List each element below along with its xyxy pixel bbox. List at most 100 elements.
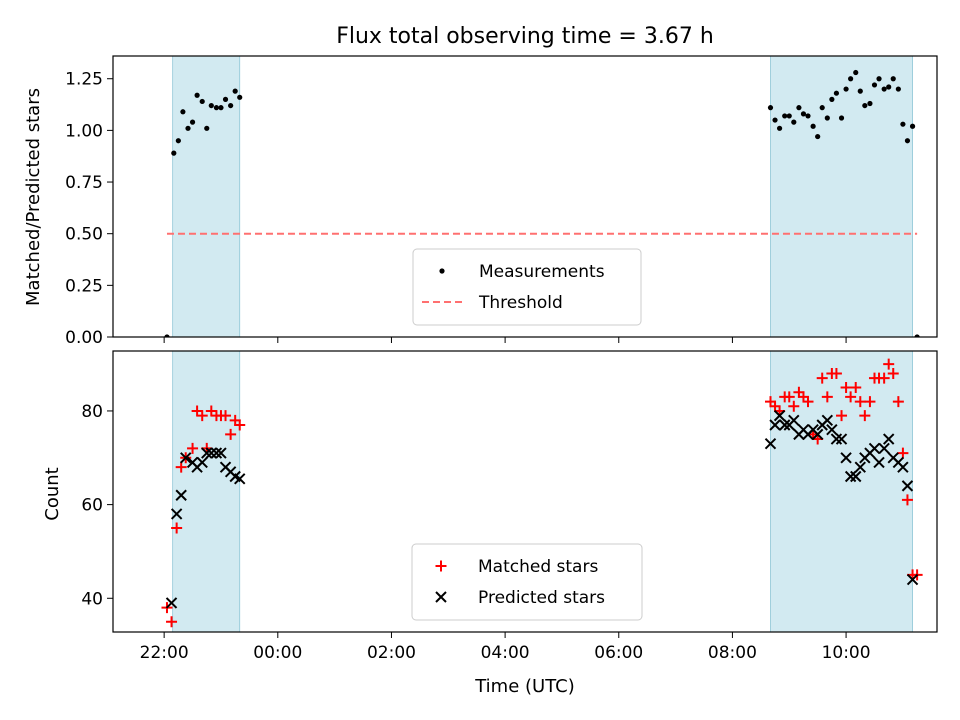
measurements-point — [829, 96, 835, 102]
matched-stars-point — [788, 400, 800, 412]
legend: Matched stars Predicted stars — [411, 543, 643, 621]
y-tick-label: 60 — [81, 496, 103, 516]
matched-stars-point — [821, 391, 833, 403]
measurements-point — [805, 113, 811, 119]
matched-stars-point — [864, 396, 876, 408]
axes-frame — [112, 55, 938, 338]
measurements-point — [838, 115, 845, 121]
observing-window-1 — [172, 350, 241, 633]
predicted-stars-point — [844, 470, 857, 483]
measurements-point — [776, 125, 783, 131]
measurements-point — [881, 86, 887, 92]
matched-stars-point — [196, 410, 208, 422]
predicted-stars-point — [788, 414, 800, 427]
matched-stars-point — [859, 410, 871, 422]
measurements-point — [867, 100, 873, 107]
predicted-stars-point — [196, 456, 208, 469]
matched-stars-point — [897, 447, 909, 459]
matched-stars-point — [845, 391, 857, 403]
measurements-point — [848, 76, 854, 82]
data-points — [164, 69, 920, 337]
predicted-stars-point — [850, 470, 862, 483]
matched-stars-point — [830, 367, 842, 379]
measurements-point — [871, 82, 878, 88]
matched-stars-point — [225, 428, 237, 440]
y-tick-label: 0.25 — [65, 276, 103, 296]
x-tick-label: 06:00 — [594, 643, 643, 663]
y-tick-label: 80 — [81, 402, 103, 422]
matched-stars-point — [175, 461, 187, 473]
axes-frame — [112, 350, 938, 633]
legend: Measurements Threshold — [412, 248, 642, 326]
matched-stars-point — [901, 494, 913, 506]
measurements-point — [909, 123, 916, 129]
data-points — [161, 358, 923, 628]
matched-stars-point — [234, 419, 246, 431]
measurements-point — [824, 115, 830, 121]
predicted-stars-point — [201, 447, 213, 459]
matched-stars-point — [191, 405, 203, 417]
measurements-point — [796, 105, 802, 111]
matched-stars-point — [166, 616, 178, 628]
legend-box — [411, 543, 643, 621]
matched-stars-point — [878, 372, 890, 384]
predicted-stars-point — [826, 423, 838, 436]
measurements-point — [171, 150, 177, 156]
measurements-point — [833, 90, 840, 96]
measurements-point — [180, 109, 186, 115]
measurements-point — [782, 113, 788, 119]
matched-stars-point — [840, 382, 852, 394]
predicted-stars-point — [873, 456, 885, 469]
predicted-stars-point — [215, 447, 227, 459]
measurements-point — [890, 76, 896, 82]
measurements-point — [900, 121, 906, 127]
measurements-point — [204, 125, 210, 131]
x-tick-label: 08:00 — [708, 643, 757, 663]
y-tick-label: 40 — [81, 589, 103, 609]
x-tick-label: 00:00 — [253, 643, 302, 663]
legend-box — [412, 248, 642, 326]
measurements-point — [800, 111, 807, 117]
predicted-stars-point — [830, 433, 843, 445]
measurements-point — [189, 119, 196, 125]
measurements-point — [185, 125, 191, 131]
predicted-stars-point — [769, 419, 781, 431]
predicted-stars-point — [778, 419, 791, 431]
measurements-point — [895, 86, 901, 92]
predicted-stars-point — [821, 414, 834, 427]
measurements-point — [791, 119, 797, 125]
predicted-stars-point — [175, 489, 187, 501]
measurements-point — [810, 123, 816, 129]
observing-window-2 — [770, 55, 913, 338]
measurements-point — [772, 117, 778, 123]
y-tick-label: 0.50 — [65, 225, 103, 245]
matched-stars-point — [187, 442, 199, 454]
legend-label: Threshold — [478, 293, 563, 313]
predicted-stars-point — [773, 409, 786, 422]
matched-stars-point — [892, 396, 904, 408]
measurements-point — [786, 113, 792, 119]
predicted-stars-point — [205, 447, 218, 459]
predicted-stars-point — [868, 442, 881, 455]
observing-window-2 — [770, 350, 913, 633]
predicted-stars-point — [878, 442, 890, 455]
predicted-stars-point — [897, 461, 909, 473]
matched-stars-point — [816, 372, 828, 384]
matched-stars-point — [205, 405, 217, 417]
matched-stars-point — [783, 391, 795, 403]
matched-stars-point — [887, 367, 899, 379]
predicted-stars-point — [210, 447, 223, 459]
predicted-stars-point — [835, 433, 848, 445]
measurements-point — [213, 105, 220, 111]
matched-stars-point — [850, 382, 862, 394]
x-axis-label: Time (UTC) — [474, 676, 575, 697]
measurements-point — [175, 138, 181, 144]
y-tick-label: 0.00 — [65, 328, 103, 348]
predicted-stars-point — [811, 428, 824, 441]
predicted-stars-point — [180, 452, 192, 464]
predicted-stars-point — [165, 597, 178, 609]
measurements-point — [228, 102, 234, 109]
measurements-point — [218, 105, 224, 111]
measurements-point — [222, 96, 229, 102]
matched-stars-point — [802, 396, 814, 408]
